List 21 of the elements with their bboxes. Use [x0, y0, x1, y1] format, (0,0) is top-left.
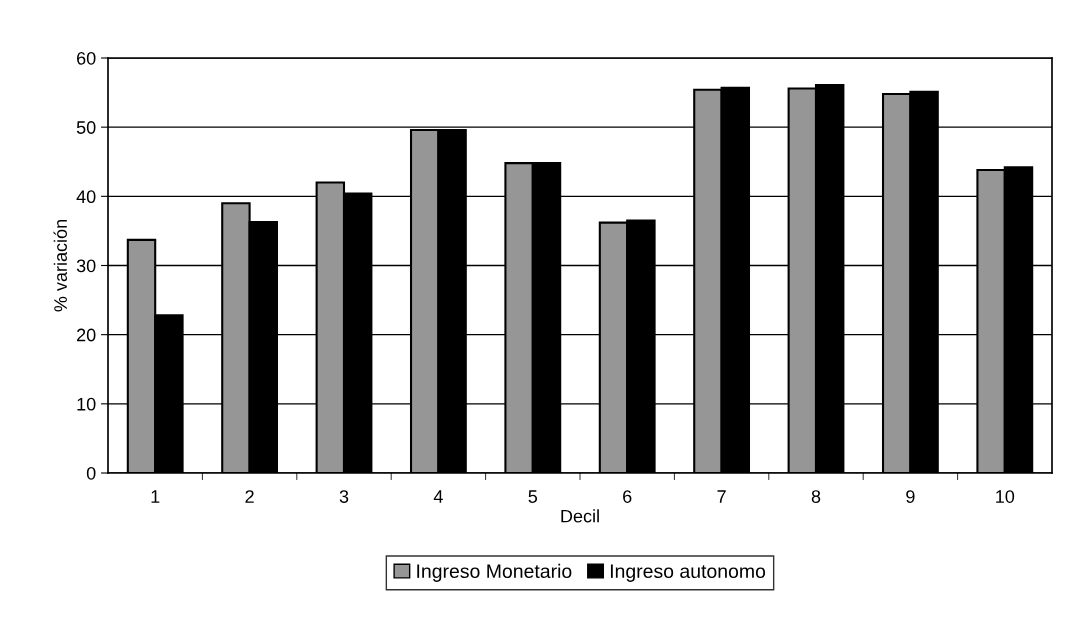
x-axis-title: Decil: [561, 509, 599, 523]
x-tick-label: 1: [151, 490, 160, 503]
y-tick-label: 20: [77, 328, 96, 342]
x-tick-label: 4: [433, 490, 443, 503]
x-tick-label: 10: [996, 490, 1015, 503]
y-axis-title: % variación: [53, 220, 67, 312]
y-tick-label: 30: [76, 259, 96, 273]
x-tick-label: 7: [717, 490, 726, 503]
y-tick-label: 0: [86, 466, 96, 480]
x-tick-label: 9: [906, 490, 915, 503]
x-tick-label: 2: [245, 490, 254, 503]
x-tick-label: 8: [811, 490, 821, 503]
x-tick-label: 3: [339, 490, 349, 503]
y-tick-label: 10: [77, 397, 96, 411]
x-tick-label: 5: [528, 490, 538, 503]
y-tick-label: 40: [76, 190, 96, 204]
x-tick-label: 6: [623, 490, 632, 503]
y-tick-label: 50: [76, 121, 96, 134]
legend-label: Ingreso autonomo: [610, 564, 766, 582]
legend-label: Ingreso Monetario: [417, 563, 572, 582]
y-tick-label: 60: [77, 51, 96, 65]
